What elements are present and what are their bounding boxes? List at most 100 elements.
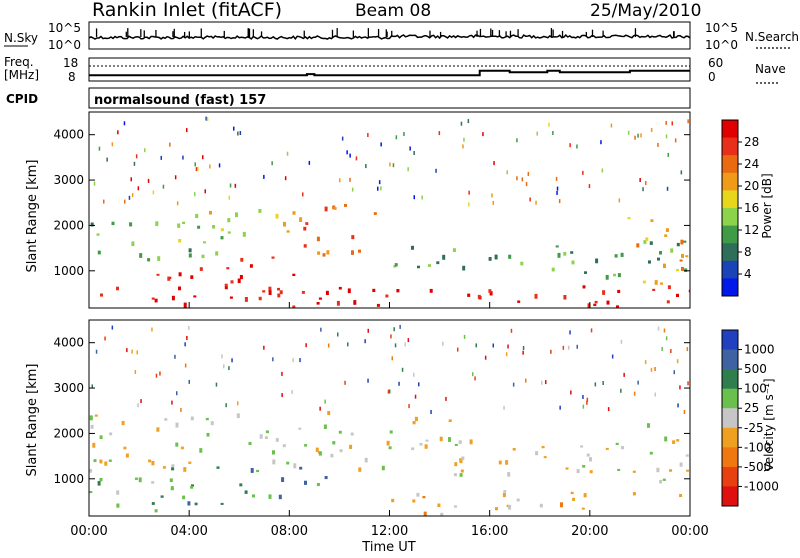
- y-tick-label: 1000: [53, 472, 84, 486]
- colorbar-tick-label: -1000: [744, 479, 779, 493]
- heatmap-cell: [525, 378, 527, 383]
- heatmap-cell: [95, 349, 98, 354]
- heatmap-cell: [488, 289, 492, 293]
- heatmap-cell: [556, 186, 559, 191]
- heatmap-cell: [376, 303, 380, 307]
- heatmap-cell: [467, 293, 471, 297]
- heatmap-cell: [226, 267, 230, 270]
- heatmap-cell: [204, 189, 206, 194]
- heatmap-cell: [147, 258, 151, 262]
- heatmap-cell: [109, 432, 113, 436]
- heatmap-cell: [174, 354, 176, 359]
- heatmap-cell: [133, 161, 136, 166]
- heatmap-cell: [131, 241, 135, 247]
- heatmap-cell: [209, 210, 212, 215]
- heatmap-cell: [555, 245, 559, 248]
- noise-right-tick-top: 10^5: [705, 21, 738, 35]
- heatmap-cell: [308, 160, 311, 165]
- heatmap-cell: [103, 199, 105, 204]
- heatmap-cell: [452, 248, 456, 253]
- heatmap-cell: [291, 390, 293, 394]
- heatmap-cell: [495, 507, 498, 511]
- heatmap-cell: [388, 389, 391, 394]
- heatmap-cell: [491, 193, 493, 198]
- heatmap-cell: [679, 462, 683, 467]
- heatmap-cell: [228, 366, 230, 371]
- heatmap-cell: [128, 195, 131, 200]
- colorbar-swatch: [722, 349, 738, 370]
- heatmap-cell: [292, 358, 294, 363]
- heatmap-cell: [151, 502, 155, 505]
- heatmap-cell: [126, 348, 128, 353]
- heatmap-cell: [680, 239, 684, 245]
- heatmap-cell: [223, 364, 225, 369]
- nave-tick-top: 60: [708, 56, 723, 70]
- heatmap-cell: [275, 438, 279, 442]
- heatmap-cell: [403, 132, 405, 136]
- heatmap-cell: [349, 177, 351, 182]
- heatmap-cell: [399, 324, 401, 329]
- heatmap-cell: [347, 342, 349, 347]
- time-axis-label: Time UT: [361, 540, 415, 554]
- y-tick-label: 2000: [53, 426, 84, 440]
- heatmap-cell: [318, 297, 322, 300]
- colorbar-tick-label: 20: [744, 179, 759, 193]
- heatmap-cell: [458, 440, 462, 444]
- heatmap-cell: [650, 367, 653, 372]
- heatmap-cell: [670, 349, 672, 354]
- heatmap-cell: [108, 459, 112, 462]
- heatmap-cell: [195, 167, 198, 172]
- heatmap-cell: [620, 339, 623, 344]
- x-tick-label: 00:00: [70, 524, 107, 539]
- heatmap-cell: [227, 218, 231, 223]
- heatmap-cell: [235, 212, 238, 218]
- heatmap-cell: [236, 413, 240, 419]
- heatmap-cell: [199, 267, 203, 271]
- heatmap-cell: [171, 295, 175, 301]
- heatmap-cell: [344, 204, 347, 207]
- heatmap-cell: [116, 286, 119, 291]
- heatmap-cell: [148, 459, 152, 463]
- heatmap-cell: [680, 170, 683, 175]
- heatmap-cell: [97, 481, 101, 486]
- frequency-panel: Freq. [MHz] 18 8 60 0 Nave: [4, 55, 786, 84]
- heatmap-cell: [190, 486, 194, 489]
- heatmap-cell: [639, 178, 641, 182]
- heatmap-cell: [510, 328, 513, 333]
- heatmap-cell: [505, 460, 509, 465]
- heatmap-cell: [365, 164, 367, 169]
- heatmap-cell: [676, 242, 680, 247]
- heatmap-cell: [620, 388, 622, 393]
- heatmap-cell: [96, 233, 100, 236]
- x-tick-label: 16:00: [471, 524, 508, 539]
- heatmap-cell: [438, 131, 441, 136]
- heatmap-cell: [160, 155, 162, 160]
- heatmap-cell: [286, 230, 290, 233]
- heatmap-cell: [167, 276, 171, 281]
- heatmap-cell: [92, 442, 96, 448]
- heatmap-cell: [299, 217, 303, 222]
- heatmap-cell: [135, 154, 138, 159]
- heatmap-cell: [454, 462, 458, 467]
- heatmap-cell: [445, 396, 447, 401]
- heatmap-cell: [284, 176, 287, 181]
- heatmap-cell: [558, 199, 561, 204]
- heatmap-cell: [180, 446, 184, 450]
- heatmap-cell: [414, 416, 418, 422]
- noise-right-tick-bottom: 10^0: [705, 38, 738, 52]
- heatmap-cell: [186, 336, 188, 340]
- heatmap-cell: [594, 300, 598, 304]
- heatmap-cell: [440, 512, 444, 516]
- colorbar-swatch: [722, 243, 738, 262]
- cpid-value: normalsound (fast) 157: [94, 93, 266, 108]
- heatmap-cell: [156, 427, 160, 432]
- heatmap-cell: [408, 404, 410, 409]
- heatmap-cell: [541, 380, 543, 385]
- heatmap-cell: [394, 263, 398, 267]
- velocity-ylabel: Slant Range [km]: [25, 364, 40, 477]
- heatmap-cell: [171, 400, 173, 405]
- heatmap-cell: [187, 501, 191, 506]
- heatmap-cell: [157, 256, 161, 261]
- heatmap-cell: [520, 261, 524, 266]
- heatmap-cell: [332, 441, 336, 445]
